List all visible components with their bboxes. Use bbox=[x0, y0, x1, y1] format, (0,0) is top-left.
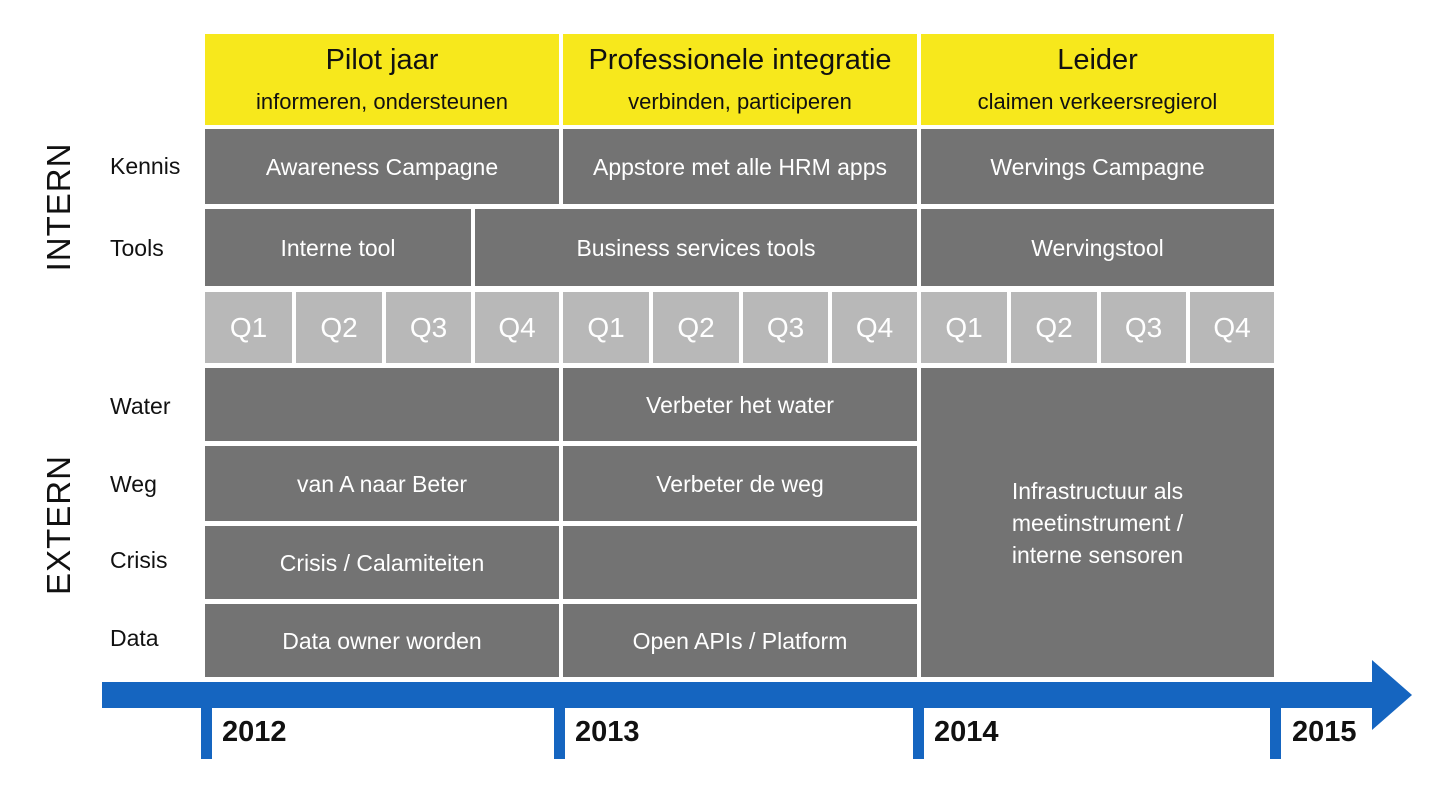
phase-header-pilot: Pilot jaar informeren, ondersteunen bbox=[205, 34, 559, 125]
timeline-bar bbox=[102, 682, 1374, 708]
year-tick bbox=[201, 705, 212, 759]
phase-header-leider: Leider claimen verkeersregierol bbox=[921, 34, 1274, 125]
row-label-kennis: Kennis bbox=[110, 153, 181, 179]
quarter-cell: Q1 bbox=[563, 292, 649, 363]
timeline-arrowhead-icon bbox=[1372, 660, 1412, 730]
year-label-2014: 2014 bbox=[934, 716, 999, 748]
cell-water-2012 bbox=[205, 368, 559, 441]
phase-subtitle: informeren, ondersteunen bbox=[256, 89, 508, 114]
cell-weg-2013: Verbeter de weg bbox=[563, 446, 917, 521]
phase-title: Leider bbox=[1057, 44, 1138, 76]
row-label-data: Data bbox=[110, 625, 159, 651]
quarter-cell: Q2 bbox=[1011, 292, 1097, 363]
cell-kennis-2013: Appstore met alle HRM apps bbox=[563, 129, 917, 204]
quarter-cell: Q4 bbox=[475, 292, 559, 363]
cell-water-2013: Verbeter het water bbox=[563, 368, 917, 441]
year-label-2013: 2013 bbox=[575, 716, 640, 748]
cell-extern-2014: Infrastructuur als meetinstrument / inte… bbox=[921, 368, 1274, 677]
year-tick bbox=[1270, 705, 1281, 759]
cell-tools-interne: Interne tool bbox=[205, 209, 471, 286]
phase-subtitle: verbinden, participeren bbox=[628, 89, 852, 114]
row-label-weg: Weg bbox=[110, 471, 157, 497]
year-tick bbox=[554, 705, 565, 759]
cell-crisis-2012: Crisis / Calamiteiten bbox=[205, 526, 559, 599]
quarter-cell: Q2 bbox=[296, 292, 382, 363]
quarter-cell: Q4 bbox=[1190, 292, 1274, 363]
row-label-crisis: Crisis bbox=[110, 547, 168, 573]
phase-subtitle: claimen verkeersregierol bbox=[977, 89, 1218, 114]
quarter-cell: Q3 bbox=[386, 292, 471, 363]
quarter-cell: Q1 bbox=[205, 292, 292, 363]
quarter-cell: Q4 bbox=[832, 292, 917, 363]
row-label-water: Water bbox=[110, 393, 171, 419]
cell-weg-2012: van A naar Beter bbox=[205, 446, 559, 521]
quarter-cell: Q1 bbox=[921, 292, 1007, 363]
row-label-tools: Tools bbox=[110, 235, 164, 261]
cell-kennis-2012: Awareness Campagne bbox=[205, 129, 559, 204]
phase-header-integratie: Professionele integratie verbinden, part… bbox=[563, 34, 917, 125]
cell-tools-business: Business services tools bbox=[475, 209, 917, 286]
quarter-cell: Q3 bbox=[1101, 292, 1186, 363]
phase-title: Professionele integratie bbox=[588, 44, 892, 76]
phase-title: Pilot jaar bbox=[325, 44, 439, 76]
cell-data-2012: Data owner worden bbox=[205, 604, 559, 677]
quarter-cell: Q3 bbox=[743, 292, 828, 363]
year-label-2012: 2012 bbox=[222, 716, 287, 748]
cell-kennis-2014: Wervings Campagne bbox=[921, 129, 1274, 204]
cell-data-2013: Open APIs / Platform bbox=[563, 604, 917, 677]
year-tick bbox=[913, 705, 924, 759]
year-label-2015: 2015 bbox=[1292, 716, 1357, 748]
quarter-cell: Q2 bbox=[653, 292, 739, 363]
cell-tools-2014: Wervingstool bbox=[921, 209, 1274, 286]
cell-crisis-2013 bbox=[563, 526, 917, 599]
